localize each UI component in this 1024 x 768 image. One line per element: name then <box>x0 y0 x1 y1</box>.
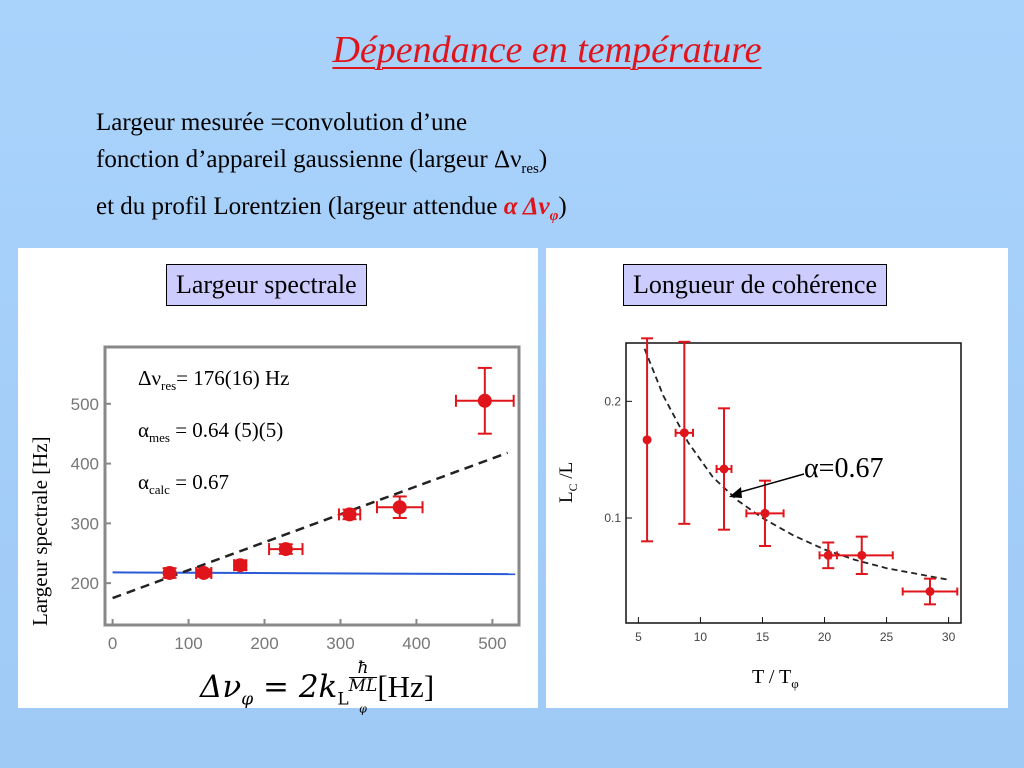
annotation-arrow <box>736 473 805 494</box>
left-panel: Largeur spectrale 0 100 200 300 400 500 200 300… <box>18 248 538 715</box>
data-point <box>857 550 867 560</box>
intro-line-3-text: et du profil Lorentzien (largeur attendu… <box>96 193 504 220</box>
x-tick-label: 30 <box>942 630 956 644</box>
left-y-axis-label: Largeur spectrale [Hz] <box>28 436 52 626</box>
data-point <box>196 565 211 580</box>
data-point <box>162 565 177 580</box>
intro-line-2: fonction d’appareil gaussienne (largeur … <box>96 141 567 188</box>
data-point <box>760 508 770 518</box>
intro-line-1: Largeur mesurée =convolution d’une <box>96 109 468 136</box>
data-point <box>392 500 407 515</box>
x-tick-label: 5 <box>635 630 642 644</box>
y-tick-label: 400 <box>71 455 99 474</box>
ylabel-main: L <box>556 491 577 503</box>
right-x-axis-label: T / Tφ <box>752 666 799 692</box>
intro-text: Largeur mesurée =convolution d’une fonct… <box>96 104 567 235</box>
ann2-symbol: α <box>138 418 150 442</box>
data-point <box>477 393 492 408</box>
ann3-sub: calc <box>149 482 170 498</box>
xlabel-sub: φ <box>791 676 799 691</box>
ylabel-sub: C <box>565 483 580 492</box>
x-tick-label: 15 <box>756 630 770 644</box>
formula-mid: = 2k <box>253 669 338 706</box>
x-tick-label: 100 <box>174 634 202 653</box>
ann3-value: = 0.67 <box>169 470 230 494</box>
formula-dnu-phi: Δνφ = 2kL ħ ML φ [Hz] <box>200 660 434 717</box>
ann1-sub: res <box>161 378 177 394</box>
x-tick-label: 200 <box>250 634 278 653</box>
alpha-delta-nu-sub: φ <box>549 208 559 224</box>
annotation-arrowhead <box>728 487 742 498</box>
formula-den-text: ML <box>348 676 378 696</box>
intro-line-2-close: ) <box>538 146 548 173</box>
baseline-line <box>112 571 516 576</box>
ann2-sub: mes <box>149 430 170 446</box>
formula-mid-sub: L <box>337 689 349 710</box>
data-point <box>278 542 293 557</box>
right-panel: Longueur de cohérence 5 10 15 20 25 30 0.1 0.2 … <box>546 248 1008 708</box>
right-panel-label: Longueur de cohérence <box>623 264 887 306</box>
ann1-value: = 176(16) Hz <box>176 366 290 390</box>
alpha-annotation: α=0.67 <box>804 453 884 484</box>
x-tick-label: 500 <box>478 634 506 653</box>
y-tick-label: 0.1 <box>604 511 621 525</box>
data-point <box>719 464 729 474</box>
right-y-axis-label: LC /L <box>556 462 581 503</box>
formula-unit: [Hz] <box>377 669 435 705</box>
data-point <box>642 435 652 445</box>
xlabel-pre: T / T <box>752 666 792 688</box>
data-point <box>233 558 248 573</box>
right-plot-frame <box>625 342 962 624</box>
slide-title: Dépendance en température <box>332 29 762 71</box>
ann1-symbol: Δν <box>138 366 161 390</box>
ylabel-post: /L <box>556 461 577 484</box>
left-panel-label: Largeur spectrale <box>166 264 367 306</box>
y-tick-label: 500 <box>71 395 99 414</box>
intro-line-3-close: ) <box>558 193 567 220</box>
x-tick-label: 0 <box>108 634 117 653</box>
ann3-symbol: α <box>138 470 150 494</box>
y-tick-label: 300 <box>71 514 99 533</box>
formula-numerator: ħ <box>348 660 378 678</box>
ann2-value: = 0.64 (5)(5) <box>169 418 284 442</box>
formula-lhs-sub: φ <box>241 689 254 710</box>
data-point <box>925 587 935 596</box>
data-point <box>679 428 689 438</box>
formula-lhs: Δν <box>200 669 242 706</box>
intro-line-2-sub: res <box>521 161 539 177</box>
spectral-width-chart: 0 100 200 300 400 500 200 300 400 500 <box>71 345 521 653</box>
x-tick-label: 25 <box>880 630 894 644</box>
x-tick-label: 400 <box>402 634 430 653</box>
formula-den-sub: φ <box>359 702 367 716</box>
x-tick-label: 10 <box>694 630 708 644</box>
coherence-length-chart: 5 10 15 20 25 30 0.1 0.2 <box>604 337 962 644</box>
y-tick-label: 200 <box>71 574 99 593</box>
formula-denominator: ML φ <box>349 678 378 717</box>
fit-line <box>112 451 509 600</box>
intro-line-3: et du profil Lorentzien (largeur attendu… <box>96 188 567 235</box>
alpha-delta-nu-text: α Δν <box>503 193 550 220</box>
formula-fraction: ħ ML φ <box>348 660 378 717</box>
annotation-alpha-mes: αmes = 0.64 (5)(5) <box>138 418 283 446</box>
x-tick-label: 300 <box>326 634 354 653</box>
annotation-dnu-res: Δνres= 176(16) Hz <box>138 366 290 394</box>
x-tick-label: 20 <box>818 630 832 644</box>
annotation-alpha-calc: αcalc = 0.67 <box>138 470 229 498</box>
intro-line-2-text: fonction d’appareil gaussienne (largeur … <box>96 146 522 173</box>
data-point <box>342 507 357 522</box>
alpha-delta-nu: α Δνφ <box>503 193 559 224</box>
y-tick-label: 0.2 <box>604 394 621 408</box>
